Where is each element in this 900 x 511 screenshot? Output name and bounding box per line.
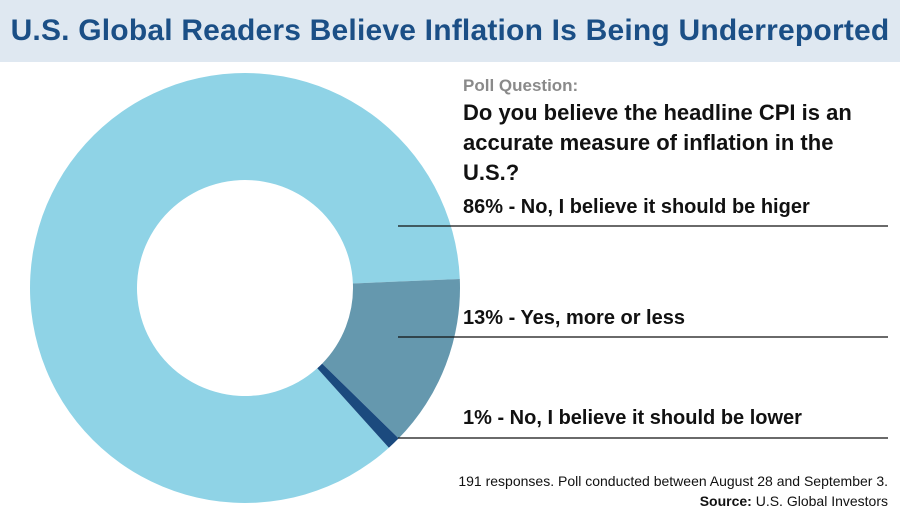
legend-item-no-higher: 86% - No, I believe it should be higer xyxy=(463,196,810,218)
chart-title: U.S. Global Readers Believe Inflation Is… xyxy=(10,14,890,47)
slice-no-higher xyxy=(29,73,460,503)
slice-yes xyxy=(322,278,461,439)
donut-chart xyxy=(29,73,888,503)
slice-no-lower xyxy=(317,363,399,448)
source-label: Source: xyxy=(699,493,752,509)
legend-item-no-lower: 1% - No, I believe it should be lower xyxy=(463,407,802,429)
source-value: U.S. Global Investors xyxy=(755,493,888,509)
source-line: Source: U.S. Global Investors xyxy=(458,491,888,511)
title-bar: U.S. Global Readers Believe Inflation Is… xyxy=(0,0,900,62)
poll-question-text: Do you believe the headline CPI is an ac… xyxy=(463,100,852,185)
poll-question-label: Poll Question: xyxy=(463,76,579,95)
footnote: 191 responses. Poll conducted between Au… xyxy=(458,471,888,511)
responses-note: 191 responses. Poll conducted between Au… xyxy=(458,473,888,489)
legend-item-yes: 13% - Yes, more or less xyxy=(463,307,685,329)
